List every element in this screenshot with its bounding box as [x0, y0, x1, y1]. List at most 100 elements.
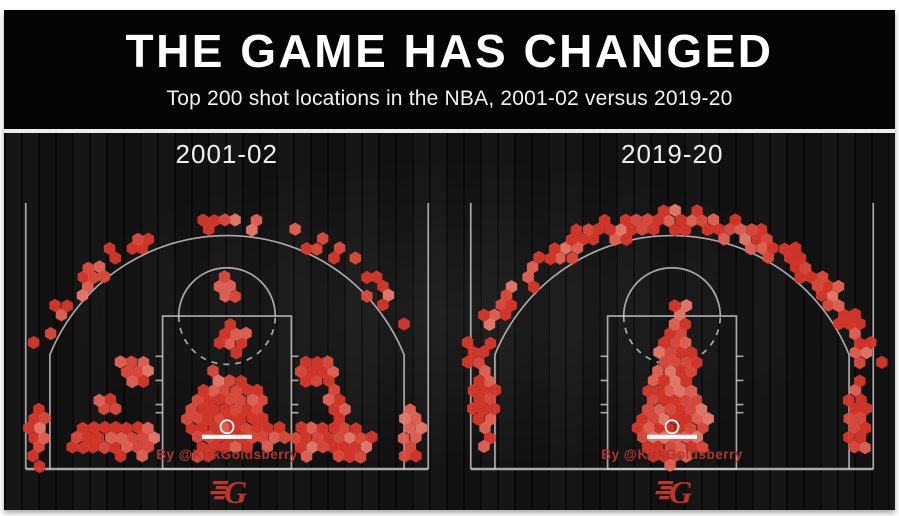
shot-hex	[647, 411, 660, 425]
shot-hex	[289, 431, 302, 445]
shot-hex	[328, 403, 340, 417]
shot-hex	[82, 261, 94, 275]
shot-hex	[322, 374, 335, 388]
shot-hex	[680, 299, 693, 313]
shot-hex	[61, 299, 73, 313]
shot-hex	[653, 403, 666, 417]
shot-hex	[679, 393, 692, 407]
shot-hex	[208, 214, 220, 228]
shot-hex	[833, 317, 845, 331]
shot-hex	[109, 251, 121, 265]
shot-hex	[234, 412, 247, 426]
shot-hex	[137, 374, 149, 388]
shot-hex	[349, 251, 361, 265]
shot-hex	[207, 384, 219, 398]
header: THE GAME HAS CHANGED Top 200 shot locati…	[4, 10, 895, 129]
shot-hex	[99, 420, 111, 435]
shot-hex	[93, 260, 106, 274]
shot-hex	[409, 449, 422, 463]
shot-hex	[632, 421, 644, 435]
logo-g-letter: G	[669, 475, 692, 507]
shot-hex	[415, 421, 427, 435]
shot-hex	[44, 327, 57, 341]
shot-hex	[343, 450, 356, 464]
shot-hex	[246, 393, 258, 407]
shot-hex	[822, 279, 835, 293]
shot-hex	[843, 393, 855, 407]
logo-speed-lines	[209, 481, 229, 500]
shot-hex	[854, 374, 866, 388]
shot-hex	[718, 232, 730, 246]
shot-hex	[191, 449, 203, 464]
shot-hex	[223, 336, 235, 351]
shot-hex	[234, 393, 246, 407]
shot-hex	[322, 393, 335, 407]
backboard-and-rim	[647, 419, 698, 439]
shot-hex	[652, 364, 664, 378]
shot-hex	[213, 279, 226, 294]
shot-hex	[501, 288, 513, 302]
shot-hex	[483, 374, 496, 388]
shot-hex	[397, 317, 410, 331]
shot-hex	[224, 392, 236, 406]
shot-hex	[849, 327, 861, 341]
shot-hex	[766, 241, 779, 255]
shot-hex	[294, 365, 307, 379]
shot-hex	[583, 223, 595, 237]
shot-hex	[593, 222, 605, 236]
shot-hex	[328, 421, 340, 435]
shot-hex	[484, 431, 496, 445]
shot-hex	[360, 440, 372, 454]
shot-hex	[679, 223, 692, 237]
panel-2001-02: 2001-02 By @KirkGoldsberry G	[4, 133, 450, 510]
shot-hex	[533, 250, 545, 264]
shot-hex	[403, 421, 416, 435]
shot-hex	[625, 223, 637, 237]
shot-hex	[560, 241, 572, 255]
shot-hex	[599, 213, 611, 227]
shot-hex	[256, 430, 268, 444]
page-title: THE GAME HAS CHANGED	[125, 25, 774, 77]
shot-hex	[713, 222, 725, 236]
shot-hex	[500, 307, 512, 322]
shot-hex	[142, 440, 154, 454]
shot-hex	[305, 421, 317, 435]
shot-hex	[92, 431, 104, 445]
shot-hex	[472, 412, 485, 426]
shot-hex	[473, 374, 486, 388]
shot-hex	[762, 250, 775, 264]
shot-hex	[213, 392, 225, 406]
season-label-left: 2001-02	[175, 139, 278, 169]
shot-hex	[528, 280, 540, 294]
shot-hex	[197, 383, 209, 397]
shot-hex	[630, 213, 643, 227]
shot-hex	[218, 270, 230, 284]
shot-hex	[109, 402, 122, 416]
shot-hex	[261, 440, 273, 454]
shot-hex	[207, 440, 220, 454]
shot-hex	[321, 431, 333, 445]
shot-hex	[365, 430, 378, 444]
shot-hex	[219, 289, 231, 303]
shot-hex	[832, 279, 845, 294]
shot-hex	[316, 232, 329, 246]
shot-hex	[544, 252, 557, 266]
shot-hex	[854, 337, 866, 351]
panel-2019-20: 2019-20 By @KirkGoldsberry G	[450, 133, 896, 510]
shot-hex	[745, 242, 757, 256]
shot-hex	[125, 355, 137, 369]
shot-hex	[207, 364, 219, 378]
shot-hex	[860, 421, 872, 435]
shot-hex	[38, 411, 51, 425]
shot-hex	[642, 421, 655, 435]
shot-hex	[708, 213, 720, 227]
shot-hex	[855, 393, 867, 407]
shot-hex	[685, 384, 698, 398]
shot-hex	[843, 412, 856, 426]
shot-hex	[305, 365, 318, 379]
credit-text: By @KirkGoldsberry	[156, 447, 297, 462]
shot-hex	[566, 251, 579, 265]
shot-hex	[136, 449, 148, 463]
shot-hex	[479, 364, 491, 378]
shot-hex	[208, 421, 220, 435]
